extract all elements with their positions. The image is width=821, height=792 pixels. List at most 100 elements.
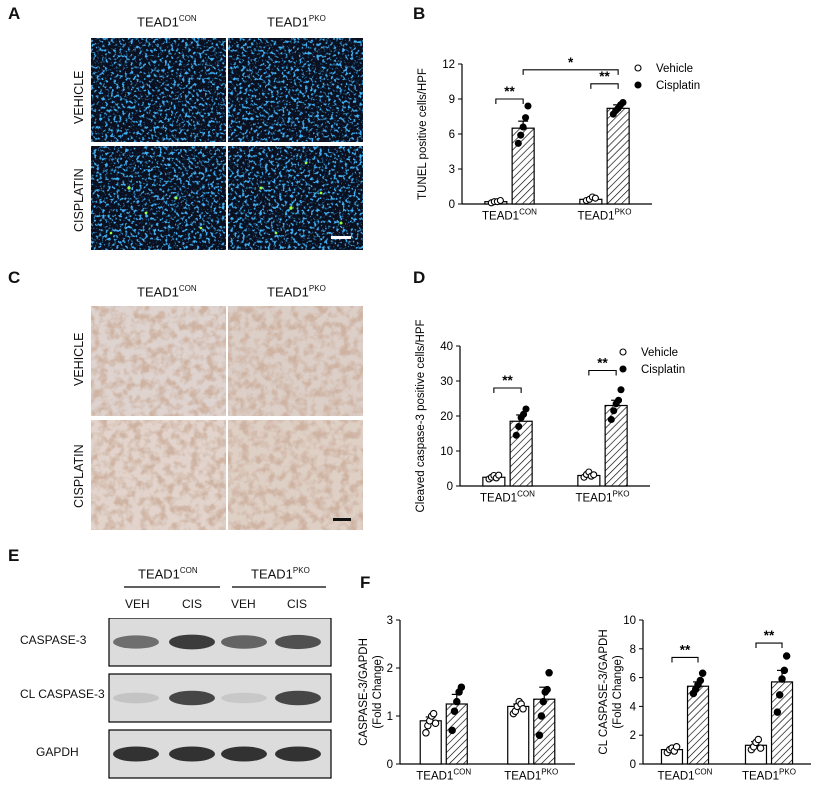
blot-band bbox=[169, 634, 215, 650]
panel-label-a: A bbox=[8, 4, 21, 23]
significance-label: ** bbox=[597, 356, 608, 371]
point-cisplatin bbox=[615, 396, 623, 404]
chart-d: 0 10 20 30 40 Cleaved caspase-3 positive cell… bbox=[415, 319, 685, 512]
point-cisplatin bbox=[537, 712, 546, 720]
y-tick-label: 3 bbox=[449, 164, 455, 176]
panel-a-col-con: TEAD1CON bbox=[137, 14, 197, 30]
point-cisplatin bbox=[450, 707, 459, 715]
point-cisplatin bbox=[782, 652, 791, 660]
point-cisplatin bbox=[517, 131, 525, 139]
point-cisplatin bbox=[539, 697, 548, 706]
y-tick-label: 6 bbox=[630, 673, 636, 685]
y-tick-label: 8 bbox=[630, 644, 636, 656]
y-tick-label: 4 bbox=[630, 701, 637, 713]
significance-label: ** bbox=[599, 69, 610, 84]
panel-label-f: F bbox=[360, 573, 371, 592]
blot-band bbox=[221, 746, 267, 762]
blot-band bbox=[221, 692, 267, 704]
significance-label: * bbox=[568, 55, 574, 70]
blot-band bbox=[275, 634, 321, 650]
x-tick-label: TEAD1CON bbox=[480, 490, 535, 505]
point-vehicle bbox=[429, 709, 438, 718]
legend-cisplatin-marker bbox=[619, 365, 627, 373]
point-cisplatin bbox=[514, 139, 522, 147]
point-vehicle bbox=[754, 735, 763, 744]
legend-vehicle-label: Vehicle bbox=[641, 347, 678, 359]
x-tick-label: TEAD1CON bbox=[482, 208, 537, 223]
panel-a-row-vehicle: VEHICLE bbox=[72, 70, 86, 125]
y-tick-label: 30 bbox=[440, 376, 453, 388]
chart-f-cl-caspase3: 0 2 4 6 8 10 CL CASPASE-3/GAPDH (Fold Change) TE… bbox=[598, 615, 811, 783]
point-cisplatin bbox=[780, 666, 789, 675]
panel-a-col-pko: TEAD1PKO bbox=[267, 14, 326, 30]
y-tick-label: 0 bbox=[630, 759, 636, 771]
blot-row-label: CASPASE-3 bbox=[20, 633, 87, 647]
point-cisplatin bbox=[457, 683, 466, 691]
y-tick-label: 0 bbox=[449, 199, 455, 211]
x-tick-label: TEAD1PKO bbox=[742, 768, 796, 783]
y-tick-label: 0 bbox=[447, 481, 453, 493]
significance-bracket bbox=[755, 642, 783, 649]
blot-group-con: TEAD1CON bbox=[138, 566, 198, 582]
y-tick-label: 2 bbox=[387, 663, 393, 675]
significance-label: ** bbox=[504, 84, 515, 99]
point-cisplatin bbox=[515, 422, 523, 431]
y-tick-label: 10 bbox=[623, 615, 636, 627]
lane-label: CIS bbox=[182, 597, 203, 611]
blot-band bbox=[169, 690, 215, 706]
y-tick-label: 40 bbox=[440, 341, 453, 353]
significance-label: ** bbox=[502, 373, 513, 388]
point-vehicle bbox=[422, 729, 430, 737]
y-axis-label: CASPASE-3/GAPDH bbox=[358, 638, 370, 746]
point-vehicle bbox=[591, 194, 599, 202]
significance-label: ** bbox=[680, 642, 691, 657]
blot-band bbox=[221, 635, 267, 649]
blot-row-label: GAPDH bbox=[36, 745, 79, 759]
blot-row-label: CL CASPASE-3 bbox=[20, 687, 105, 701]
significance-bracket bbox=[493, 387, 522, 393]
y-axis-label: CL CASPASE-3/GAPDH bbox=[598, 629, 610, 754]
panel-c-row-vehicle: VEHICLE bbox=[72, 332, 86, 387]
significance-bracket bbox=[495, 98, 524, 104]
x-tick-label: TEAD1PKO bbox=[504, 768, 558, 783]
lane-label: CIS bbox=[287, 597, 308, 611]
blot-group-pko: TEAD1PKO bbox=[251, 566, 310, 582]
point-cisplatin bbox=[698, 669, 707, 678]
bar-cisplatin bbox=[511, 127, 535, 205]
point-cisplatin bbox=[512, 431, 520, 439]
lane-label: VEH bbox=[125, 597, 150, 611]
y-tick-label: 20 bbox=[440, 411, 453, 423]
point-vehicle bbox=[672, 742, 681, 751]
y-tick-label: 12 bbox=[442, 59, 455, 71]
y-axis-label-2: (Fold Change) bbox=[612, 655, 624, 729]
legend-cisplatin-label: Cisplatin bbox=[656, 80, 700, 92]
legend-cisplatin-marker bbox=[634, 81, 642, 89]
y-tick-label: 2 bbox=[630, 730, 636, 742]
y-axis-label: Cleaved caspase-3 positive cells/HPF bbox=[415, 319, 427, 512]
point-cisplatin bbox=[522, 405, 530, 413]
x-tick-label: TEAD1CON bbox=[416, 768, 471, 783]
point-vehicle bbox=[519, 705, 527, 713]
point-cisplatin bbox=[448, 726, 456, 735]
point-cisplatin bbox=[453, 697, 461, 706]
bar-cisplatin bbox=[533, 698, 556, 765]
y-tick-label: 9 bbox=[449, 94, 455, 106]
point-cisplatin bbox=[610, 407, 618, 415]
legend-vehicle-label: Vehicle bbox=[656, 63, 693, 75]
bar-cisplatin bbox=[509, 420, 533, 487]
significance-bracket bbox=[588, 369, 617, 376]
blot-band bbox=[169, 746, 215, 762]
point-cisplatin bbox=[775, 691, 784, 699]
y-tick-label: 1 bbox=[387, 711, 393, 723]
panel-c-row-cisplatin: CISPLATIN bbox=[72, 444, 86, 508]
blot-band bbox=[113, 635, 159, 649]
panel-label-d: D bbox=[413, 268, 426, 287]
panel-a-row-cisplatin: CISPLATIN bbox=[72, 168, 86, 232]
panel-label-e: E bbox=[8, 546, 20, 565]
panel-c-col-pko: TEAD1PKO bbox=[267, 284, 326, 300]
point-cisplatin bbox=[607, 415, 615, 424]
x-tick-label: TEAD1CON bbox=[658, 768, 713, 783]
point-cisplatin bbox=[543, 685, 551, 694]
y-axis-label: TUNEL positive cells/HPF bbox=[417, 68, 429, 200]
